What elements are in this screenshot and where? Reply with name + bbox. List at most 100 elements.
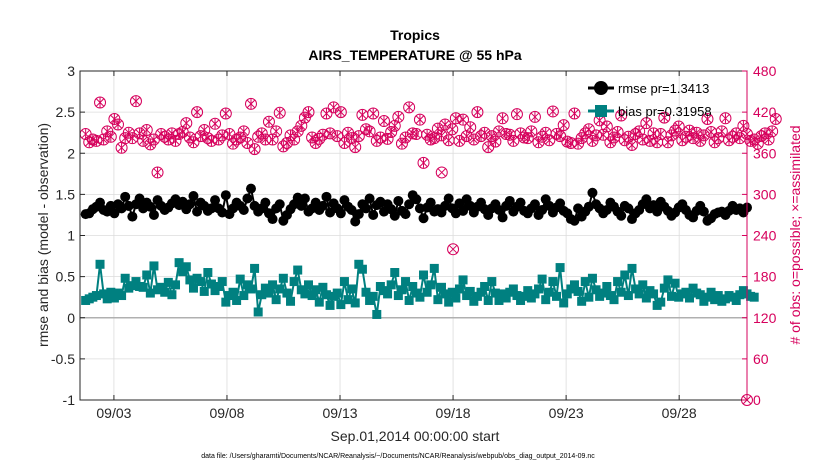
obs-assimilated-point — [95, 97, 105, 108]
bias-point — [447, 287, 457, 297]
obs-assimilated-point — [257, 128, 267, 139]
obs-assimilated-point — [153, 167, 162, 178]
chart-title: Tropics — [390, 27, 440, 43]
obs-assimilated-point — [358, 109, 367, 120]
y-right-tick-label: 300 — [753, 186, 777, 202]
obs-possible-point — [198, 123, 211, 136]
obs-assimilated-point — [354, 131, 364, 142]
obs-assimilated-point — [570, 108, 579, 119]
y-right-axis-label: # of obs: o=possible; ×=assimilated — [787, 125, 803, 344]
obs-assimilated-point — [239, 126, 249, 137]
obs-assimilated-point — [638, 134, 648, 145]
bias-point — [228, 287, 238, 297]
y-right-tick-label: 180 — [753, 269, 777, 285]
obs-assimilated-point — [739, 120, 748, 131]
bias-point — [663, 275, 673, 285]
bias-point — [440, 289, 450, 299]
bias-point — [681, 287, 691, 297]
obs-possible-point — [262, 115, 275, 128]
obs-assimilated-point — [401, 132, 410, 143]
obs-assimilated-point — [606, 137, 615, 148]
rmse-point — [242, 193, 253, 204]
obs-possible-point — [385, 126, 398, 139]
obs-assimilated-point — [447, 124, 457, 135]
rmse-point — [192, 206, 203, 217]
obs-possible-point — [496, 112, 509, 125]
obs-assimilated-point — [429, 133, 439, 144]
bias-point — [544, 287, 554, 297]
obs-assimilated-point — [526, 126, 536, 137]
rmse-point — [361, 203, 372, 214]
obs-assimilated-point — [81, 129, 91, 140]
obs-assimilated-point — [113, 119, 123, 130]
rmse-point — [458, 205, 469, 216]
bias-point — [99, 289, 109, 299]
obs-assimilated-point — [379, 116, 389, 127]
legend: rmse pr=1.3413 bias pr=0.31958 — [588, 81, 712, 119]
obs-assimilated-point — [566, 137, 576, 148]
obs-possible-point — [320, 107, 333, 120]
obs-possible-point — [259, 133, 272, 146]
bias-point — [199, 286, 209, 296]
obs-possible-point — [413, 113, 426, 126]
bias-point — [120, 273, 130, 283]
rmse-point — [127, 211, 138, 222]
obs-possible-point — [133, 127, 146, 140]
rmse-point — [400, 209, 411, 220]
obs-possible-point — [151, 166, 164, 179]
bias-point — [559, 298, 569, 308]
obs-possible-point — [478, 126, 491, 139]
rmse-point — [698, 206, 709, 217]
bias-point — [217, 277, 227, 287]
rmse-point — [616, 210, 627, 221]
rmse-point — [95, 197, 106, 208]
bias-point — [293, 265, 303, 275]
obs-possible-point — [568, 107, 581, 120]
obs-assimilated-point — [469, 134, 479, 145]
bias-point — [695, 290, 705, 300]
obs-possible-point — [94, 96, 107, 109]
obs-possible-point — [658, 111, 671, 124]
bias-point — [713, 291, 723, 301]
y-tick-label: -1 — [63, 392, 76, 408]
rmse-point — [404, 199, 415, 210]
obs-assimilated-point — [289, 134, 299, 145]
y-axis-label: rmse and bias (model - observation) — [35, 123, 51, 347]
rmse-point — [145, 201, 156, 212]
obs-assimilated-point — [674, 121, 684, 132]
y-tick-label: 0 — [67, 310, 75, 326]
obs-assimilated-point — [530, 111, 540, 122]
rmse-point — [515, 197, 526, 208]
y-tick-label: -0.5 — [51, 351, 75, 367]
bias-point — [684, 293, 694, 303]
obs-outlier-point — [447, 243, 460, 256]
bias-point — [271, 295, 281, 305]
obs-assimilated-point — [422, 129, 432, 140]
obs-possible-point — [715, 125, 728, 138]
obs-assimilated-point — [764, 134, 773, 145]
obs-assimilated-point — [304, 107, 313, 118]
bias-point — [577, 296, 587, 306]
bias-point — [181, 262, 191, 272]
rmse-point — [393, 195, 404, 206]
bias-point — [185, 275, 195, 285]
bias-point — [530, 289, 540, 299]
bias-point — [343, 295, 353, 305]
legend-rmse-marker — [594, 81, 608, 95]
obs-assimilated-point — [573, 138, 583, 149]
bias-point — [731, 295, 741, 305]
bias-point — [347, 284, 357, 294]
x-axis-label: Sep.01,2014 00:00:00 start — [331, 428, 500, 444]
obs-assimilated-point — [156, 129, 166, 140]
obs-possible-point — [528, 110, 541, 123]
bias-point — [476, 287, 486, 297]
bias-point — [670, 278, 680, 288]
rmse-point — [443, 193, 454, 204]
obs-assimilated-point — [609, 132, 619, 143]
obs-assimilated-point — [642, 118, 651, 129]
obs-assimilated-point — [131, 96, 141, 107]
obs-possible-point — [507, 134, 520, 147]
obs-assimilated-point — [509, 135, 518, 146]
bias-point — [268, 280, 278, 290]
